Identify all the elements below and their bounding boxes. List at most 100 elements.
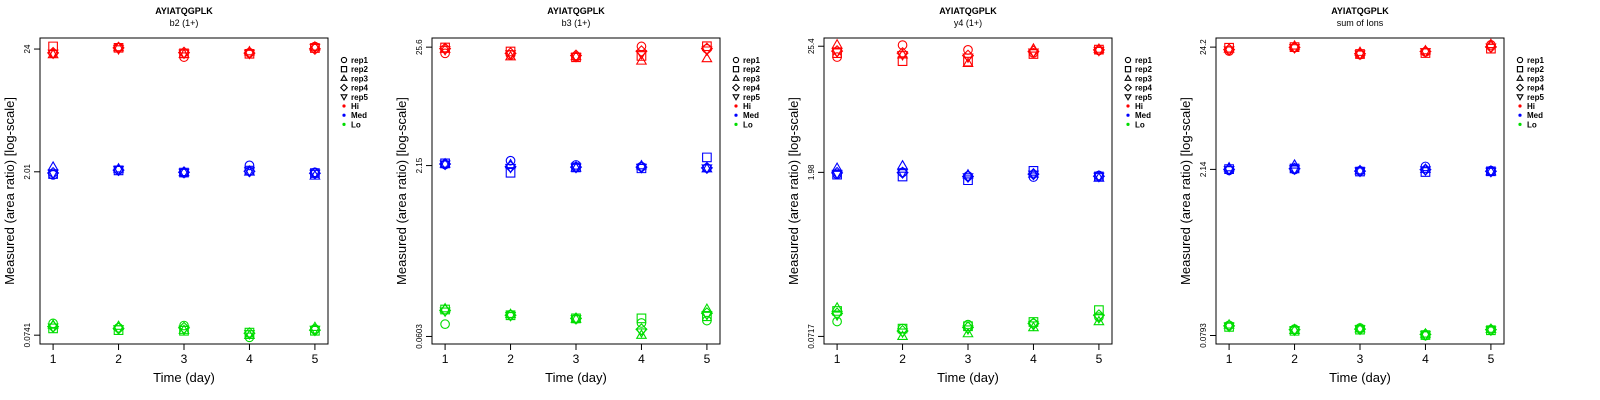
- data-point-hi-rep5: [243, 49, 256, 60]
- x-axis-label: Time (day): [1329, 370, 1391, 385]
- legend-label-med: Med: [743, 111, 759, 120]
- data-point-lo-rep5: [831, 311, 843, 322]
- data-point-med-rep5: [1288, 165, 1301, 176]
- data-point-hi-rep5: [962, 53, 974, 64]
- chart-title: AYIATQGPLK: [939, 6, 997, 16]
- data-point-hi-rep5: [1027, 48, 1040, 59]
- data-point-hi-rep5: [178, 49, 190, 60]
- panel-1: AYIATQGPLK b2 (1+) 1 2 3 4 5 Time (day) 0.0741 2.…: [2, 6, 368, 385]
- y-axis-label: Measured (area ratio) [log-scale]: [1178, 97, 1193, 285]
- legend-label-rep5: rep5: [743, 93, 760, 102]
- data-point-med-rep5: [570, 163, 582, 174]
- legend-marker-rep3: [1124, 74, 1132, 81]
- legend-marker-med: [734, 113, 738, 117]
- legend-label-med: Med: [351, 111, 367, 120]
- data-point-lo-rep5: [635, 328, 648, 339]
- plot-frame: [1215, 37, 1505, 345]
- data-point-lo-rep5: [178, 325, 190, 336]
- y-tick-label: 0.0793: [1199, 323, 1208, 348]
- legend-marker-hi: [342, 104, 346, 108]
- data-point-lo-rep5: [112, 325, 125, 336]
- legend-marker-lo: [734, 122, 738, 126]
- legend-label-rep1: rep1: [1135, 56, 1152, 65]
- data-point-lo-rep2: [636, 313, 647, 324]
- x-tick-label: 4: [638, 352, 645, 366]
- data-point-hi-rep5: [1223, 46, 1235, 57]
- x-tick-label: 4: [1422, 352, 1429, 366]
- legend-label-rep3: rep3: [351, 74, 368, 83]
- data-point-lo-rep3: [635, 329, 648, 339]
- data-point-med-rep1: [244, 160, 255, 171]
- y-tick-label: 24: [23, 44, 32, 53]
- data-point-lo-rep3: [1419, 327, 1432, 338]
- legend-label-hi: Hi: [351, 102, 359, 111]
- data-point-hi-rep5: [1485, 43, 1497, 54]
- y-tick-label: 1.98: [807, 164, 816, 180]
- data-point-hi-rep3: [1223, 42, 1235, 53]
- y-tick-label: 2.14: [1199, 161, 1208, 177]
- legend-marker-rep3: [1516, 74, 1524, 81]
- panel-3: AYIATQGPLK y4 (1+) 1 2 3 4 5 Time (day) 0.0717 1.…: [786, 6, 1152, 385]
- legend-marker-rep4: [1123, 83, 1133, 92]
- legend-label-hi: Hi: [1135, 102, 1143, 111]
- legend-label-rep1: rep1: [743, 56, 760, 65]
- data-point-hi-rep5: [112, 45, 125, 56]
- data-point-lo-rep5: [1093, 314, 1105, 325]
- data-point-med-rep3: [178, 166, 190, 177]
- data-point-lo-rep1: [179, 320, 189, 331]
- legend-marker-hi: [1518, 104, 1522, 108]
- panel-2: AYIATQGPLK b3 (1+) 1 2 3 4 5 Time (day) 0.0603 2.…: [394, 6, 760, 385]
- x-tick-label: 5: [704, 352, 711, 366]
- legend-label-rep3: rep3: [743, 74, 760, 83]
- x-tick-label: 4: [246, 352, 253, 366]
- data-point-med-rep3: [1354, 164, 1366, 175]
- legend-marker-rep2: [340, 66, 348, 73]
- legend-label-rep4: rep4: [1135, 84, 1152, 93]
- legend-label-lo: Lo: [1135, 120, 1145, 129]
- legend-label-lo: Lo: [1527, 120, 1537, 129]
- chart-title: AYIATQGPLK: [1331, 6, 1389, 16]
- legend-marker-hi: [734, 104, 738, 108]
- data-point-lo-rep5: [570, 315, 582, 325]
- x-axis-label: Time (day): [153, 370, 215, 385]
- legend-marker-rep4: [339, 83, 349, 92]
- data-point-med-rep2: [702, 152, 712, 163]
- x-tick-label: 1: [834, 352, 841, 366]
- legend-marker-hi: [1126, 104, 1130, 108]
- data-point-hi-rep2: [636, 51, 647, 61]
- data-point-hi-rep5: [1093, 46, 1105, 57]
- chart-subtitle: sum of Ions: [1337, 18, 1384, 28]
- data-point-med-rep5: [504, 163, 517, 174]
- legend-label-rep1: rep1: [351, 56, 368, 65]
- data-point-med-rep5: [1027, 170, 1040, 181]
- legend-marker-med: [1518, 113, 1522, 117]
- legend-marker-rep3: [340, 74, 348, 81]
- data-point-lo-rep3: [1223, 318, 1235, 329]
- data-point-lo-rep5: [1354, 325, 1366, 336]
- data-point-lo-rep3: [896, 330, 909, 340]
- data-point-med-rep5: [47, 169, 59, 180]
- data-point-med-rep3: [831, 162, 843, 172]
- data-point-lo-rep3: [1485, 323, 1497, 333]
- data-point-hi-rep3: [701, 52, 713, 63]
- data-point-hi-rep1: [440, 48, 450, 59]
- legend-label-rep4: rep4: [1527, 84, 1544, 93]
- data-point-lo-rep5: [1419, 331, 1432, 342]
- y-tick-label: 2.01: [23, 163, 32, 179]
- plot-frame: [431, 37, 721, 345]
- data-point-hi-rep5: [635, 50, 648, 61]
- data-point-med-rep5: [1354, 167, 1366, 178]
- data-point-med-rep5: [831, 169, 843, 180]
- x-tick-label: 3: [181, 352, 188, 366]
- data-point-lo-rep5: [309, 325, 321, 336]
- data-point-med-rep3: [1288, 158, 1301, 169]
- data-point-lo-rep3: [1288, 324, 1301, 335]
- legend-label-hi: Hi: [743, 102, 751, 111]
- legend-marker-rep1: [732, 56, 740, 64]
- legend-label-rep5: rep5: [1135, 93, 1152, 102]
- data-point-lo-rep4: [635, 323, 648, 336]
